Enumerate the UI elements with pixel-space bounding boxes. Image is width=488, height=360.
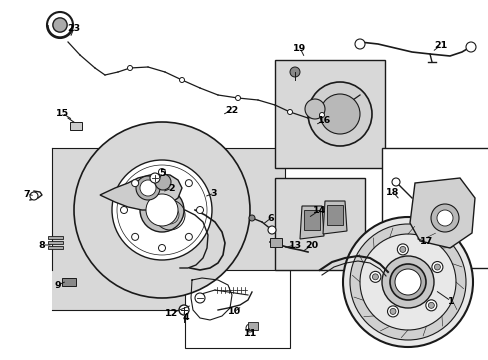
Circle shape: [305, 99, 325, 119]
Text: 1: 1: [447, 297, 453, 306]
Circle shape: [386, 306, 398, 317]
Circle shape: [120, 207, 127, 213]
Text: 21: 21: [433, 41, 447, 50]
Circle shape: [136, 176, 160, 200]
Circle shape: [47, 12, 73, 38]
Circle shape: [397, 244, 407, 255]
Bar: [52, 148, 285, 310]
Text: 22: 22: [225, 105, 238, 114]
Bar: [48, 240, 63, 243]
Polygon shape: [100, 174, 182, 210]
Bar: [269, 238, 282, 247]
Circle shape: [389, 309, 395, 314]
Text: 10: 10: [227, 307, 240, 316]
Text: 5: 5: [160, 168, 166, 177]
Polygon shape: [409, 178, 474, 248]
Circle shape: [185, 233, 192, 240]
Bar: [184, 270, 289, 348]
Circle shape: [53, 18, 67, 32]
Circle shape: [150, 173, 160, 183]
Circle shape: [436, 210, 452, 226]
Circle shape: [319, 94, 359, 134]
Circle shape: [248, 215, 254, 221]
Circle shape: [179, 305, 189, 315]
Circle shape: [127, 66, 132, 71]
Text: 16: 16: [318, 116, 331, 125]
Circle shape: [74, 122, 249, 298]
Circle shape: [307, 82, 371, 146]
Bar: [62, 278, 76, 286]
Bar: [304, 210, 319, 230]
Bar: [381, 148, 488, 268]
Circle shape: [391, 178, 399, 186]
Circle shape: [185, 180, 192, 186]
Circle shape: [431, 261, 442, 273]
Circle shape: [146, 194, 178, 226]
Circle shape: [389, 264, 425, 300]
Circle shape: [158, 168, 165, 176]
Circle shape: [131, 180, 138, 186]
Circle shape: [158, 244, 165, 252]
Circle shape: [179, 77, 184, 82]
Circle shape: [381, 256, 433, 308]
Text: 7: 7: [23, 189, 30, 198]
Text: 6: 6: [267, 213, 274, 222]
Circle shape: [195, 293, 204, 303]
Circle shape: [425, 300, 436, 311]
Text: 23: 23: [67, 23, 81, 32]
Circle shape: [235, 95, 240, 100]
Text: 11: 11: [244, 328, 257, 338]
Circle shape: [359, 234, 455, 330]
Circle shape: [433, 264, 440, 270]
Circle shape: [372, 274, 378, 280]
Circle shape: [354, 39, 364, 49]
Circle shape: [155, 174, 171, 190]
Circle shape: [196, 207, 203, 213]
Circle shape: [427, 302, 433, 308]
Circle shape: [369, 271, 380, 282]
Text: 15: 15: [55, 108, 68, 117]
Text: 2: 2: [168, 184, 175, 193]
Text: 14: 14: [313, 206, 326, 215]
Text: 3: 3: [210, 189, 217, 198]
Circle shape: [30, 192, 38, 200]
Circle shape: [349, 224, 465, 340]
Text: 13: 13: [288, 240, 301, 249]
Circle shape: [394, 269, 420, 295]
Circle shape: [342, 217, 472, 347]
Circle shape: [289, 67, 299, 77]
Bar: [274, 178, 364, 270]
Circle shape: [131, 233, 138, 240]
Text: 17: 17: [420, 238, 433, 247]
Circle shape: [430, 204, 458, 232]
Text: 20: 20: [305, 240, 318, 249]
Circle shape: [465, 42, 475, 52]
Circle shape: [140, 180, 156, 196]
Bar: [326, 205, 342, 225]
Circle shape: [112, 160, 212, 260]
Text: 9: 9: [55, 280, 61, 289]
Circle shape: [287, 109, 292, 114]
Text: 19: 19: [293, 44, 306, 53]
Bar: [274, 60, 384, 168]
Circle shape: [267, 226, 275, 234]
Circle shape: [140, 188, 183, 232]
Circle shape: [319, 112, 324, 117]
Bar: [70, 122, 82, 130]
Text: 18: 18: [386, 188, 399, 197]
Text: 4: 4: [183, 312, 189, 321]
Text: 12: 12: [165, 309, 178, 318]
Polygon shape: [323, 201, 346, 234]
Circle shape: [245, 324, 253, 332]
Polygon shape: [299, 206, 324, 239]
Bar: [247, 322, 258, 330]
Circle shape: [399, 246, 405, 252]
Bar: [48, 246, 63, 248]
Bar: [48, 235, 63, 239]
Text: 8: 8: [39, 240, 45, 249]
